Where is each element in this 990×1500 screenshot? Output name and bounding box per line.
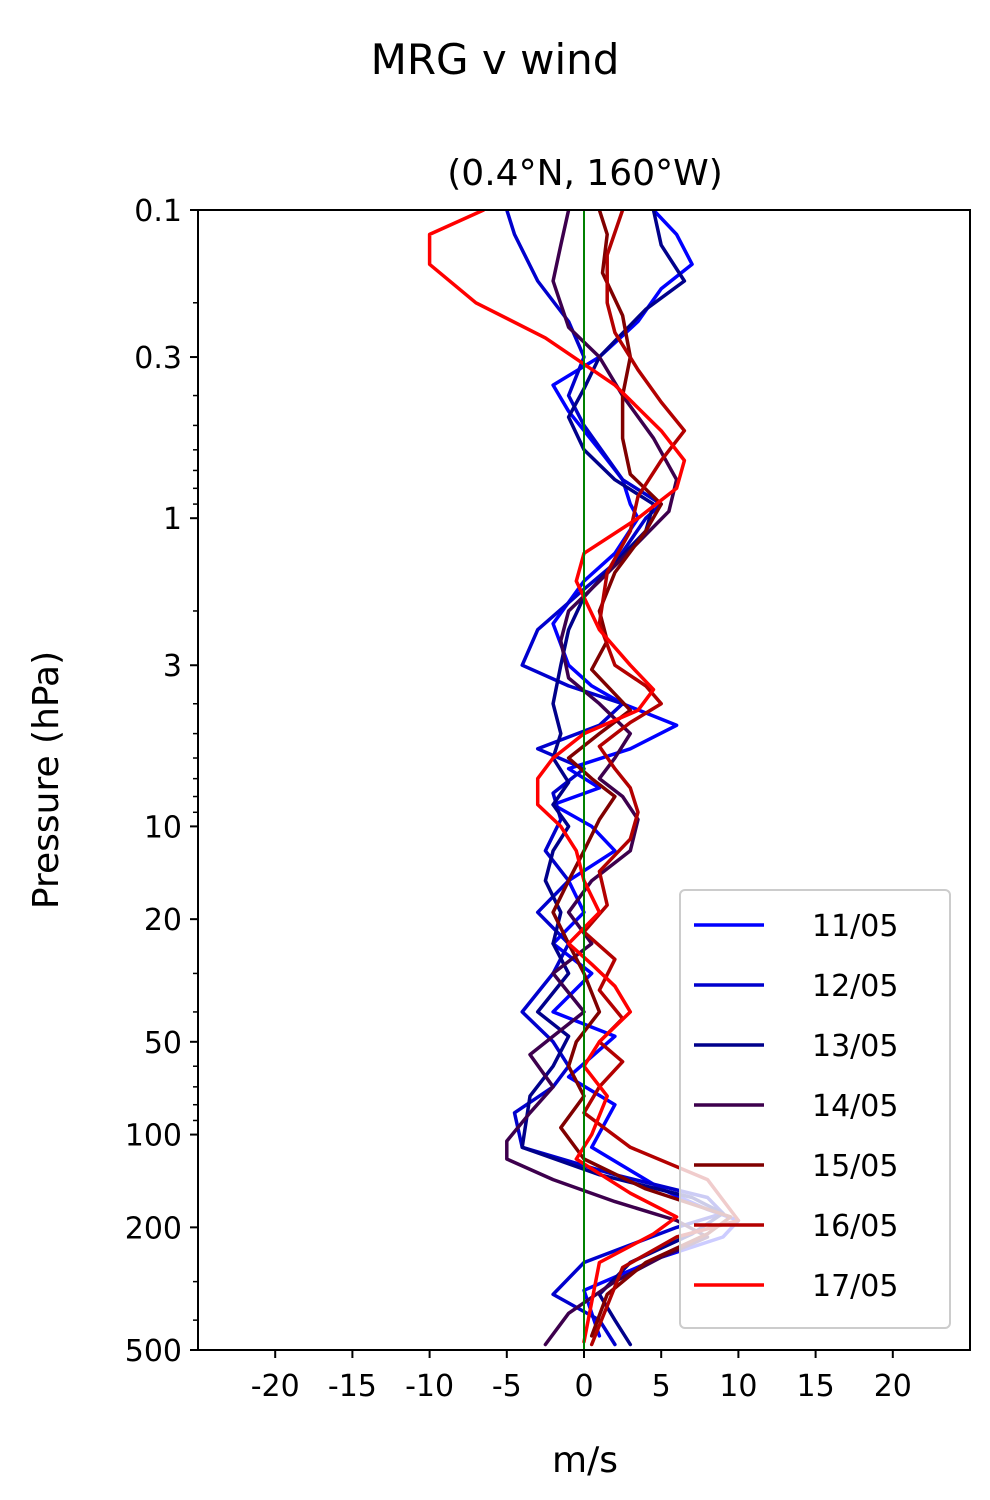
series-line-0 (551, 210, 741, 1338)
legend-label-1: 12/05 (812, 969, 898, 1004)
legend-label-6: 17/05 (812, 1269, 898, 1304)
axes-title: (0.4°N, 160°W) (447, 153, 722, 194)
y-tick-label: 10 (144, 810, 182, 845)
legend-label-0: 11/05 (812, 909, 898, 944)
y-tick-label: 20 (144, 903, 182, 938)
legend-label-4: 15/05 (812, 1149, 898, 1184)
series-line-6 (427, 210, 687, 1344)
x-tick-label: 0 (574, 1369, 593, 1404)
x-tick-label: 20 (874, 1369, 912, 1404)
series-line-2 (520, 210, 725, 1347)
x-axis-label: m/s (552, 1440, 618, 1481)
y-tick-label: 50 (144, 1026, 182, 1061)
y-tick-label: 0.3 (134, 341, 182, 376)
legend-label-2: 13/05 (812, 1029, 898, 1064)
legend: 11/05 12/05 13/05 14/05 15/05 16/05 17/05 (679, 889, 951, 1329)
x-tick-label: 15 (797, 1369, 835, 1404)
y-tick-label: 100 (125, 1119, 182, 1154)
y-tick-label: 500 (125, 1334, 182, 1369)
plot-area: -20 -15 -10 -5 0 5 10 15 20 0.1 0.3 1 3 10 20 50 100 200 5… (125, 194, 971, 1404)
x-tick-label: -15 (328, 1369, 377, 1404)
x-tick-label: 5 (652, 1369, 671, 1404)
y-tick-label: 1 (163, 502, 182, 537)
series-line-1 (505, 210, 725, 1347)
legend-label-3: 14/05 (812, 1089, 898, 1124)
legend-box (679, 889, 951, 1329)
x-tick-label: -5 (492, 1369, 522, 1404)
y-tick-label: 200 (125, 1211, 182, 1246)
series-group (427, 210, 741, 1350)
y-tick-label: 0.1 (134, 194, 182, 229)
x-tick-label: 10 (719, 1369, 757, 1404)
x-tick-label: -10 (405, 1369, 454, 1404)
x-tick-label: -20 (251, 1369, 300, 1404)
y-axis-label: Pressure (hPa) (26, 651, 67, 909)
y-tick-label: 3 (163, 649, 182, 684)
legend-label-5: 16/05 (812, 1209, 898, 1244)
figure-suptitle: MRG v wind (371, 35, 620, 84)
